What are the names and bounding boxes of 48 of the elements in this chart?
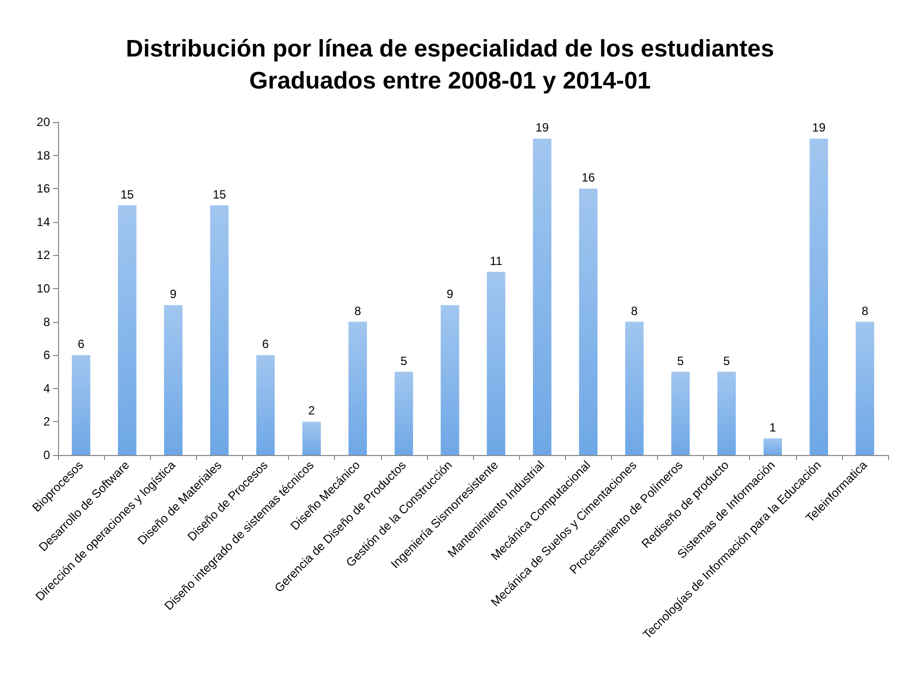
data-label: 8 — [354, 304, 362, 318]
data-label: 16 — [582, 170, 596, 185]
y-tick-label: 0 — [43, 448, 50, 462]
data-label: 9 — [170, 287, 177, 302]
data-label: 1 — [769, 420, 776, 434]
y-tick-label: 14 — [36, 214, 50, 229]
y-tick-label: 8 — [43, 314, 50, 329]
bar — [394, 372, 414, 455]
data-label: 5 — [400, 354, 408, 368]
y-tick-label: 10 — [36, 282, 50, 296]
bar — [210, 205, 229, 455]
data-label: 8 — [631, 304, 638, 318]
data-label: 5 — [723, 354, 730, 368]
bar — [348, 322, 367, 455]
bar — [810, 138, 828, 455]
data-label: 11 — [490, 254, 503, 268]
data-label: 19 — [535, 120, 550, 135]
data-label: 5 — [677, 354, 684, 368]
data-label: 19 — [812, 120, 826, 135]
bar — [532, 138, 552, 455]
y-tick-label: 16 — [36, 182, 50, 196]
y-tick-label: 4 — [43, 381, 50, 396]
bar — [486, 272, 506, 455]
data-label: 9 — [446, 287, 454, 302]
data-label: 15 — [120, 187, 134, 202]
y-tick-label: 12 — [36, 248, 50, 262]
y-tick-label: 18 — [36, 148, 50, 162]
data-label: 15 — [212, 187, 226, 202]
bar — [164, 305, 182, 455]
bar — [118, 205, 136, 455]
y-tick-label: 2 — [43, 414, 50, 429]
y-tick-label: 6 — [43, 348, 50, 362]
bar — [302, 422, 321, 455]
bar — [625, 322, 644, 455]
data-label: 8 — [862, 304, 869, 318]
bar — [579, 188, 598, 455]
bar — [717, 372, 736, 455]
bar — [671, 372, 690, 455]
y-tick-label: 20 — [36, 115, 50, 129]
bar — [256, 355, 275, 455]
data-label: 6 — [78, 337, 85, 352]
data-label: 6 — [262, 337, 270, 352]
bar — [72, 355, 90, 455]
bar — [440, 305, 460, 455]
bar — [764, 438, 782, 455]
data-label: 2 — [308, 404, 316, 418]
bar — [856, 322, 874, 455]
chart-title: Distribución por línea de especialidad de los estudiantes Graduados entre 2008-01 y 2014-01 — [126, 36, 774, 94]
